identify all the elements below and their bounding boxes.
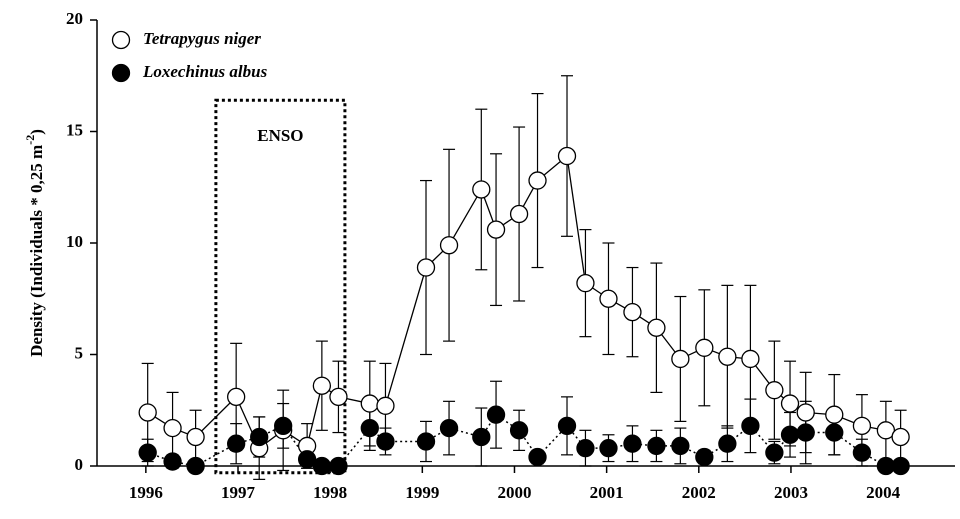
y-label-text: Density (Individuals * 0,25 m [27, 145, 46, 357]
marker [297, 450, 317, 469]
marker [329, 456, 348, 476]
marker [528, 447, 547, 467]
marker [312, 456, 332, 476]
x-tick-label: 2000 [497, 483, 531, 502]
marker [741, 349, 760, 369]
marker [557, 146, 577, 166]
x-tick-label: 2004 [866, 483, 901, 502]
marker [360, 394, 379, 413]
marker [312, 376, 332, 395]
y-tick-label: 0 [75, 455, 84, 474]
marker [825, 405, 844, 424]
marker [557, 416, 577, 436]
marker [647, 318, 666, 337]
y-tick-label: 15 [66, 120, 83, 139]
marker [695, 338, 714, 357]
marker [671, 436, 690, 456]
y-label-sup: -2 [23, 135, 37, 145]
legend-label: Loxechinus albus [142, 62, 268, 81]
enso-box [214, 98, 347, 475]
x-tick-label: 2001 [590, 483, 624, 502]
marker [623, 302, 642, 322]
marker [741, 416, 760, 436]
marker [576, 273, 595, 293]
marker [360, 418, 379, 438]
y-tick-label: 20 [66, 9, 83, 28]
x-tick-label: 1998 [313, 483, 347, 502]
marker [718, 434, 737, 453]
marker [376, 432, 395, 451]
x-tick-label: 2002 [682, 483, 716, 502]
marker [623, 434, 642, 453]
marker [186, 456, 205, 476]
marker [647, 436, 666, 456]
marker [796, 423, 815, 442]
marker [796, 403, 815, 422]
marker [509, 204, 529, 224]
marker [486, 220, 506, 239]
marker [718, 347, 737, 366]
marker [329, 387, 348, 407]
marker [227, 387, 246, 407]
marker [825, 423, 844, 442]
y-tick-label: 10 [66, 232, 83, 251]
series-line [147, 413, 901, 467]
marker [138, 443, 157, 462]
x-tick-label: 2003 [774, 483, 808, 502]
marker [227, 434, 246, 453]
marker [780, 394, 800, 413]
marker [671, 349, 690, 369]
x-tick-label: 1997 [221, 483, 256, 502]
marker [599, 439, 618, 458]
marker [852, 416, 872, 436]
marker [163, 418, 182, 438]
y-axis-label: Density (Individuals * 0,25 m-2) [23, 129, 46, 357]
y-tick-label: 5 [75, 343, 84, 362]
marker [486, 405, 506, 424]
marker [138, 403, 157, 422]
marker [695, 447, 714, 467]
marker [376, 396, 395, 415]
legend-marker [111, 30, 131, 50]
marker [439, 236, 459, 255]
marker [416, 258, 436, 277]
marker [765, 381, 784, 400]
marker [472, 180, 491, 199]
x-tick-label: 1996 [129, 483, 163, 502]
marker [416, 432, 436, 451]
marker [599, 289, 618, 308]
x-tick-label: 1999 [405, 483, 439, 502]
marker [509, 421, 529, 440]
marker [186, 427, 205, 447]
legend-label: Tetrapygus niger [143, 29, 261, 48]
annotation-label: ENSO [257, 126, 303, 145]
marker [876, 421, 896, 440]
y-label-suffix: ) [27, 129, 46, 135]
marker [250, 427, 269, 447]
marker [891, 427, 910, 447]
marker [163, 452, 182, 471]
marker [891, 456, 910, 476]
marker [576, 439, 595, 458]
legend-marker [111, 63, 131, 83]
marker [472, 427, 491, 447]
marker [274, 416, 293, 436]
marker [439, 418, 459, 438]
marker [765, 443, 784, 462]
marker [780, 425, 800, 444]
marker [852, 443, 872, 462]
marker [528, 171, 547, 190]
